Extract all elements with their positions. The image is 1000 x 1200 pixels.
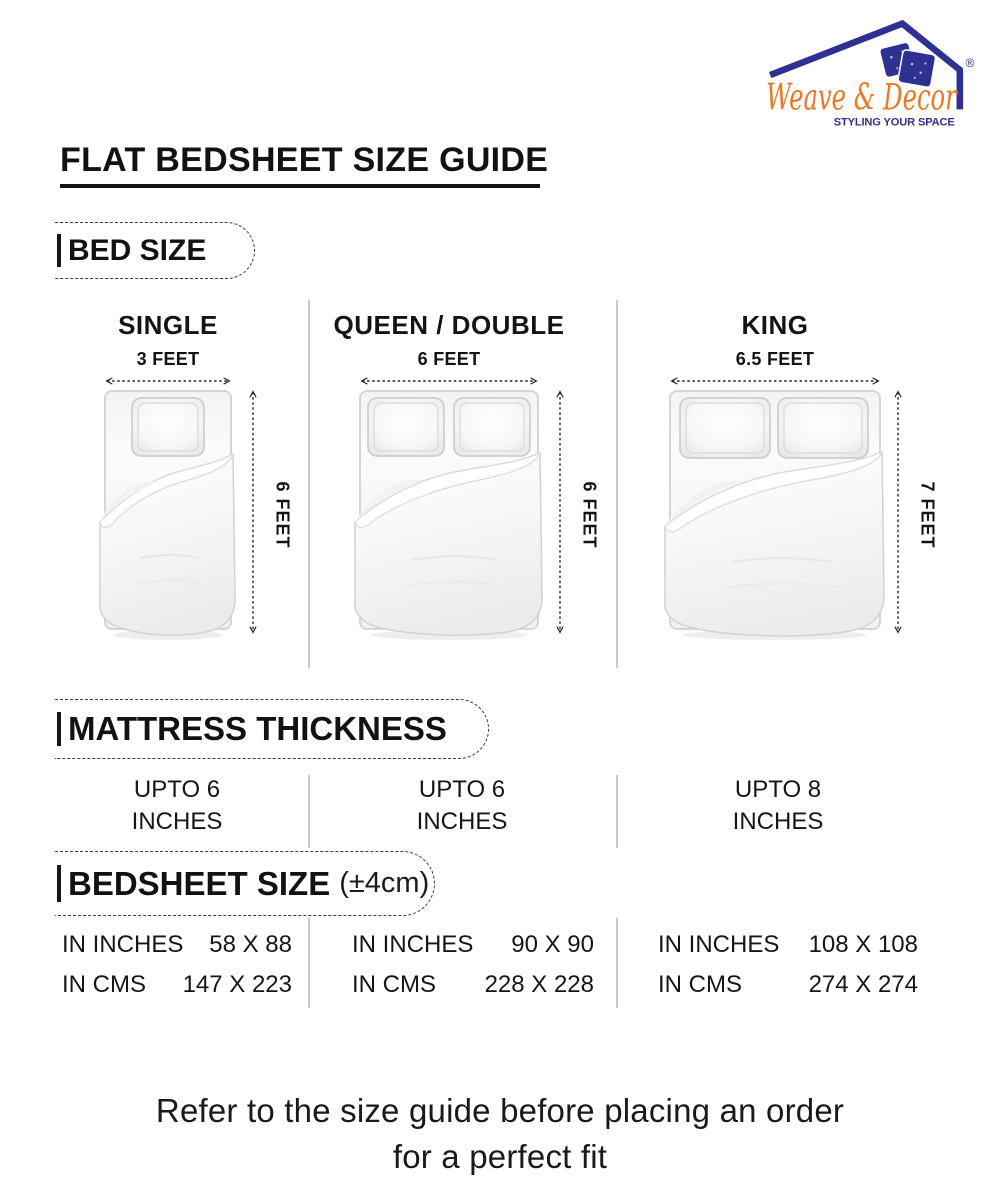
sheet-cms-label: IN CMS (62, 971, 146, 998)
section-label: BED SIZE (68, 233, 207, 267)
pill-left-bar (57, 712, 61, 746)
mattress-thickness-line2: INCHES (416, 808, 508, 836)
sheet-size-row: IN INCHES 108 X 108 (658, 931, 918, 959)
column-divider (616, 300, 618, 668)
bed-width-label: 6 FEET (417, 349, 481, 369)
bedsheet-tolerance: (±4cm) (339, 867, 430, 899)
sheet-size-row: IN CMS 147 X 223 (62, 971, 292, 999)
bed-size-name: QUEEN / DOUBLE (333, 310, 565, 340)
column-divider (308, 775, 310, 848)
bed-width-label: 6.5 FEET (735, 349, 815, 369)
sheet-inches-label: IN INCHES (658, 931, 780, 958)
column-divider (616, 775, 618, 848)
sheet-cms-label: IN CMS (352, 971, 436, 998)
bed-length-label: 6 FEET (272, 481, 293, 549)
pillow (131, 397, 205, 457)
column-divider (616, 918, 618, 1008)
duvet (353, 451, 543, 636)
length-measure-arrow (894, 390, 902, 634)
sheet-cms-value: 274 X 274 (808, 971, 918, 998)
width-measure-arrow (360, 377, 538, 385)
sheet-size-row: IN INCHES 58 X 88 (62, 931, 292, 959)
mattress-thickness-value: UPTO 6 INCHES (62, 774, 292, 839)
bed-illustration-king (664, 390, 885, 640)
sheet-cms-value: 147 X 223 (182, 971, 292, 998)
sheet-cms-value: 228 X 228 (484, 971, 594, 998)
logo-pillows-icon (879, 41, 937, 88)
bed-illustration-single (98, 390, 236, 640)
section-header-mattress-thickness: MATTRESS THICKNESS (55, 699, 489, 759)
size-column-queen-double: QUEEN / DOUBLE 6 FEET (295, 300, 603, 670)
footer-line2: for a perfect fit (392, 1137, 608, 1175)
bed-illustration-queen (353, 390, 543, 640)
length-measure-arrow (249, 390, 257, 634)
bed-width-label: 3 FEET (136, 349, 200, 369)
mattress-thickness-line1: UPTO 6 (418, 776, 506, 803)
section-header-bedsheet-size: BEDSHEET SIZE (±4cm) (55, 851, 435, 916)
sheet-inches-label: IN INCHES (62, 931, 184, 958)
bed-length-label: 7 FEET (917, 481, 938, 549)
sheet-inches-value: 90 X 90 (511, 931, 594, 958)
sheet-inches-value: 58 X 88 (209, 931, 292, 958)
mattress-thickness-line2: INCHES (732, 808, 824, 836)
pillow (679, 397, 771, 459)
sheet-size-row: IN CMS 274 X 274 (658, 971, 918, 999)
brand-name: Weave & Decor (766, 75, 958, 118)
mattress-thickness-line1: UPTO 8 (734, 776, 822, 803)
page-title: FLAT BEDSHEET SIZE GUIDE (60, 141, 549, 179)
bed-size-name: KING (741, 310, 809, 340)
column-divider (308, 300, 310, 668)
sheet-size-row: IN INCHES 90 X 90 (352, 931, 594, 959)
mattress-thickness-line1: UPTO 6 (133, 776, 221, 803)
pill-left-bar (57, 865, 61, 902)
length-measure-arrow (556, 390, 564, 634)
mattress-thickness-value: UPTO 8 INCHES (658, 774, 898, 839)
brand-logo: ® Weave & Decor STYLING YOUR SPACE (766, 19, 974, 128)
bed-size-name: SINGLE (118, 310, 218, 340)
registered-mark: ® (965, 56, 974, 70)
column-divider (308, 918, 310, 1008)
width-measure-arrow (105, 377, 231, 385)
sheet-cms-label: IN CMS (658, 971, 742, 998)
brand-tagline: STYLING YOUR SPACE (834, 116, 958, 128)
size-column-king: KING 6.5 FEET (584, 300, 966, 670)
pillow (777, 397, 869, 459)
footer-note: Refer to the size guide before placing a… (0, 1088, 1000, 1179)
pillow (367, 397, 445, 457)
sheet-inches-label: IN INCHES (352, 931, 474, 958)
sheet-inches-value: 108 X 108 (808, 931, 918, 958)
duvet (664, 450, 885, 637)
logo-house-roof-icon (768, 19, 964, 110)
pillow (453, 397, 531, 457)
section-label: MATTRESS THICKNESS (68, 710, 447, 747)
size-column-single: SINGLE 3 FEET (13, 300, 323, 670)
width-measure-arrow (670, 377, 880, 385)
sheet-size-row: IN CMS 228 X 228 (352, 971, 594, 999)
duvet (98, 452, 236, 636)
mattress-thickness-value: UPTO 6 INCHES (342, 774, 582, 839)
mattress-thickness-line2: INCHES (131, 808, 223, 836)
pill-left-bar (57, 234, 61, 267)
section-label: BEDSHEET SIZE (68, 864, 331, 902)
title-underline (60, 184, 540, 188)
footer-line1: Refer to the size guide before placing a… (155, 1092, 845, 1129)
section-header-bed-size: BED SIZE (55, 222, 255, 279)
